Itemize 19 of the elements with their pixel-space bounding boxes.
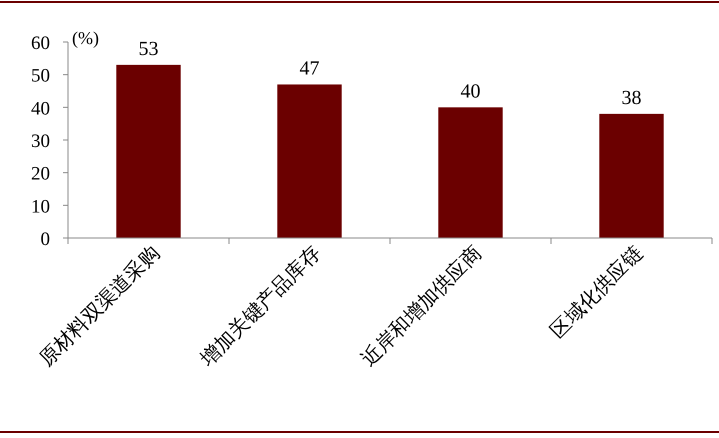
x-tick-label: 近岸和增加供应商 xyxy=(356,240,486,371)
y-tick-label: 60 xyxy=(31,33,50,54)
x-tick-label: 增加关键产品库存 xyxy=(194,240,326,372)
y-tick-label: 30 xyxy=(31,131,50,152)
bar xyxy=(116,64,181,238)
y-tick-label: 10 xyxy=(31,196,50,218)
data-label: 53 xyxy=(138,38,158,60)
bar xyxy=(277,84,342,238)
x-tick-label: 区域化供应链 xyxy=(545,240,648,342)
data-label: 40 xyxy=(460,80,480,102)
bar xyxy=(438,107,503,238)
data-label: 47 xyxy=(300,57,320,80)
y-axis-title: (%) xyxy=(72,28,99,48)
y-tick-label: 50 xyxy=(31,66,50,87)
y-tick-label: 0 xyxy=(40,229,50,250)
data-label: 38 xyxy=(622,86,642,109)
y-tick-label: 20 xyxy=(31,164,50,185)
y-tick-label: 40 xyxy=(31,98,50,120)
bar xyxy=(599,114,664,238)
